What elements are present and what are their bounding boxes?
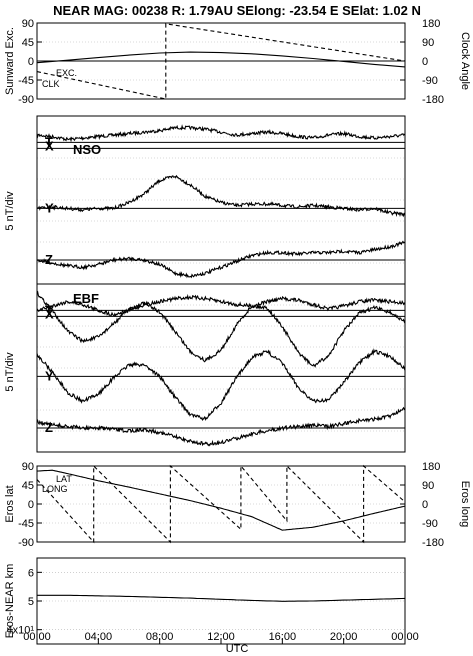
x-axis-label: UTC <box>226 643 249 655</box>
y-tick-label: -45 <box>18 518 34 530</box>
panel-sunward-clock: 90 45 0 -45 -90 180 90 0 -90 -180 Sunward Exc. Cl… <box>4 18 471 106</box>
page-title: NEAR MAG: 00238 R: 1.79AU SElong: -23.54… <box>53 3 421 18</box>
y-tick-label: 0 <box>28 56 34 68</box>
y-tick-label: 45 <box>22 37 34 49</box>
y-tick-label-right: 90 <box>422 480 434 492</box>
trace-x <box>36 290 406 368</box>
y-tick-label-right: -180 <box>422 537 444 549</box>
series-label-lat: LAT <box>56 474 72 484</box>
panel-label-nso: NSO <box>73 142 101 157</box>
series-line-lat <box>36 469 406 531</box>
component-label-t: T <box>45 302 53 317</box>
y-axis-label: 5 nT/div <box>4 352 16 392</box>
component-label-t: T <box>45 134 53 149</box>
y-tick-label-right: -90 <box>422 75 438 87</box>
component-label-z: Z <box>45 252 53 267</box>
y-axis-label-left: Sunward Exc. <box>4 27 16 95</box>
component-label-z: Z <box>45 420 53 435</box>
x-tick-label: 00:00 <box>391 631 419 643</box>
x-tick-label: 20:00 <box>330 631 358 643</box>
series-label-long: LONG <box>42 484 68 494</box>
y-tick-label: 90 <box>22 18 34 30</box>
series-line-range <box>37 594 406 602</box>
panel-eros-near-range: 6 5 4x10¹ Eros-NEAR km <box>4 557 406 645</box>
x-tick-label: 04:00 <box>85 631 113 643</box>
series-line-long <box>36 464 406 544</box>
component-label-x: X <box>45 306 54 321</box>
y-tick-label: 5 <box>28 596 34 608</box>
trace-y <box>36 348 406 421</box>
panel-eros-lat-long: 90 45 0 -45 -90 180 90 0 -90 -180 Eros lat Eros l… <box>4 461 471 549</box>
y-tick-label: 45 <box>22 480 34 492</box>
y-tick-label: 4x10¹ <box>6 625 34 637</box>
trace-y <box>36 174 406 218</box>
x-tick-label: 12:00 <box>207 631 235 643</box>
x-axis: 00:00 04:00 08:00 12:00 16:00 20:00 00:00 <box>23 631 419 644</box>
trace-t <box>36 293 406 318</box>
trace-t <box>36 124 406 143</box>
y-tick-label-right: 90 <box>422 37 434 49</box>
y-axis-label-left: Eros-NEAR km <box>4 564 16 639</box>
y-tick-label: 6 <box>28 567 34 579</box>
x-tick-label: 16:00 <box>269 631 297 643</box>
trace-z <box>36 406 406 447</box>
y-tick-label-right: 180 <box>422 461 440 473</box>
x-tick-label: 00:00 <box>23 631 51 643</box>
y-axis-label-right: Eros long <box>459 481 471 527</box>
y-tick-label: 90 <box>22 461 34 473</box>
series-line-clk <box>36 23 406 100</box>
panel-frame <box>36 283 406 453</box>
y-tick-label: 0 <box>28 499 34 511</box>
y-tick-label: -90 <box>18 94 34 106</box>
series-line-exc <box>36 51 406 68</box>
y-tick-label-right: 0 <box>422 499 428 511</box>
x-tick-label: 08:00 <box>146 631 174 643</box>
trace-z <box>36 240 406 279</box>
component-label-x: X <box>45 138 54 153</box>
y-tick-label-right: 180 <box>422 18 440 30</box>
series-label-clk: CLK <box>42 79 60 89</box>
y-axis-label-right: Clock Angle <box>459 32 471 90</box>
y-axis-label-left: Eros lat <box>4 485 16 522</box>
y-tick-label-right: 0 <box>422 56 428 68</box>
y-tick-label-right: -180 <box>422 94 444 106</box>
component-label-y: Y <box>45 368 54 383</box>
series-label-exc: EXC. <box>56 68 77 78</box>
y-tick-label: -90 <box>18 537 34 549</box>
y-axis-label: 5 nT/div <box>4 191 16 231</box>
y-tick-label-right: -90 <box>422 518 438 530</box>
y-tick-label: -45 <box>18 75 34 87</box>
